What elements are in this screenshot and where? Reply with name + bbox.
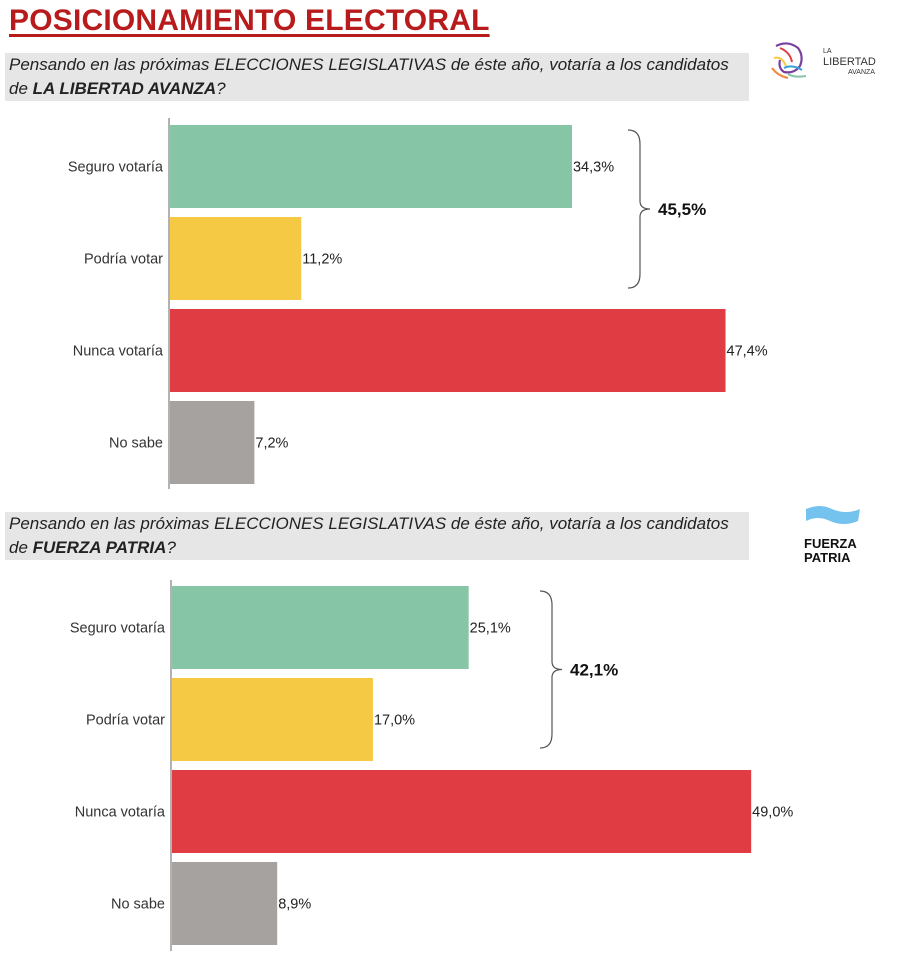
value-label: 49,0%	[752, 805, 793, 821]
logo1-line1: LA	[823, 48, 832, 55]
question-2: Pensando en las próximas ELECCIONES LEGI…	[5, 512, 749, 560]
question-1-text: Pensando en las próximas ELECCIONES LEGI…	[9, 55, 729, 98]
category-label: No sabe	[109, 436, 163, 452]
question-1-party: LA LIBERTAD AVANZA	[32, 79, 217, 98]
value-label: 17,0%	[374, 713, 415, 729]
la-libertad-avanza-logo: LA LIBERTAD AVANZA	[768, 38, 888, 84]
flag-icon	[806, 506, 860, 524]
bar-1	[170, 125, 572, 208]
bracket-total-label: 45,5%	[658, 200, 706, 219]
chart-la-libertad-avanza: Seguro votaría 34,3% Podría votar 11,2% Nunc…	[68, 118, 768, 489]
lion-icon	[771, 42, 807, 79]
fuerza-patria-logo: FUERZA PATRIA	[800, 503, 870, 567]
bar-4	[170, 401, 255, 484]
bar-3	[172, 770, 752, 853]
category-label: Seguro votaría	[68, 160, 164, 176]
bracket	[539, 590, 563, 749]
bar-2	[170, 217, 302, 300]
question-2-text: Pensando en las próximas ELECCIONES LEGI…	[9, 514, 729, 557]
category-label: Nunca votaría	[73, 344, 164, 360]
logo1-line3: AVANZA	[848, 69, 875, 76]
chart-fuerza-patria: Seguro votaría 25,1% Podría votar 17,0% Nunc…	[70, 580, 793, 951]
value-label: 34,3%	[573, 160, 614, 176]
category-label: Podría votar	[86, 713, 165, 729]
value-label: 47,4%	[727, 344, 768, 360]
bar-3	[170, 309, 726, 392]
category-label: Podría votar	[84, 252, 163, 268]
category-label: No sabe	[111, 897, 165, 913]
bar-4	[172, 862, 278, 945]
logo2-line2: PATRIA	[804, 550, 851, 565]
category-label: Seguro votaría	[70, 621, 166, 637]
category-label: Nunca votaría	[75, 805, 166, 821]
value-label: 25,1%	[470, 621, 511, 637]
bracket-total-label: 42,1%	[570, 661, 618, 680]
question-2-party: FUERZA PATRIA	[32, 538, 167, 557]
question-1-suffix: ?	[216, 79, 226, 98]
logo1-line2: LIBERTAD	[823, 56, 876, 68]
bar-2	[172, 678, 373, 761]
value-label: 7,2%	[255, 436, 288, 452]
question-1: Pensando en las próximas ELECCIONES LEGI…	[5, 53, 749, 101]
value-label: 11,2%	[302, 252, 342, 268]
logo2-line1: FUERZA	[804, 536, 857, 551]
page-title: POSICIONAMIENTO ELECTORAL	[9, 4, 490, 37]
bar-1	[172, 586, 469, 669]
question-2-suffix: ?	[166, 538, 176, 557]
value-label: 8,9%	[278, 897, 311, 913]
bracket	[627, 129, 651, 289]
